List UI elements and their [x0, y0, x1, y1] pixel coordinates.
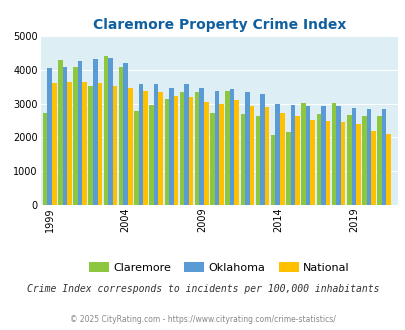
Bar: [219, 104, 223, 205]
Bar: [134, 111, 139, 205]
Bar: [88, 86, 93, 205]
Bar: [158, 92, 162, 205]
Bar: [143, 91, 147, 205]
Bar: [194, 92, 199, 205]
Bar: [331, 103, 335, 205]
Bar: [370, 131, 375, 205]
Bar: [58, 59, 62, 205]
Bar: [103, 56, 108, 205]
Bar: [73, 67, 78, 205]
Bar: [139, 84, 143, 205]
Bar: [325, 121, 329, 205]
Bar: [123, 63, 128, 205]
Bar: [249, 106, 254, 205]
Bar: [240, 114, 245, 205]
Bar: [168, 88, 173, 205]
Bar: [381, 109, 386, 205]
Bar: [199, 88, 204, 205]
Bar: [340, 122, 345, 205]
Bar: [245, 92, 249, 205]
Bar: [310, 120, 314, 205]
Text: Crime Index corresponds to incidents per 100,000 inhabitants: Crime Index corresponds to incidents per…: [27, 284, 378, 294]
Bar: [286, 132, 290, 205]
Bar: [234, 100, 239, 205]
Bar: [316, 115, 320, 205]
Bar: [264, 107, 269, 205]
Bar: [173, 96, 178, 205]
Bar: [255, 116, 260, 205]
Bar: [128, 88, 132, 205]
Bar: [275, 104, 279, 205]
Bar: [43, 113, 47, 205]
Bar: [225, 91, 229, 205]
Bar: [214, 91, 219, 205]
Bar: [108, 58, 113, 205]
Bar: [82, 82, 87, 205]
Bar: [260, 93, 264, 205]
Bar: [305, 106, 310, 205]
Bar: [179, 92, 184, 205]
Bar: [210, 113, 214, 205]
Bar: [355, 124, 360, 205]
Bar: [204, 102, 208, 205]
Bar: [52, 83, 56, 205]
Bar: [149, 105, 153, 205]
Bar: [47, 68, 52, 205]
Bar: [188, 97, 193, 205]
Bar: [346, 115, 351, 205]
Bar: [184, 84, 188, 205]
Bar: [119, 67, 123, 205]
Bar: [351, 108, 355, 205]
Bar: [366, 109, 370, 205]
Bar: [113, 86, 117, 205]
Bar: [376, 116, 381, 205]
Bar: [335, 106, 340, 205]
Bar: [78, 61, 82, 205]
Bar: [67, 82, 72, 205]
Bar: [270, 135, 275, 205]
Bar: [301, 103, 305, 205]
Bar: [361, 116, 366, 205]
Bar: [229, 89, 234, 205]
Bar: [93, 59, 97, 205]
Legend: Claremore, Oklahoma, National: Claremore, Oklahoma, National: [84, 257, 354, 277]
Bar: [153, 84, 158, 205]
Bar: [294, 116, 299, 205]
Bar: [62, 67, 67, 205]
Bar: [320, 106, 325, 205]
Title: Claremore Property Crime Index: Claremore Property Crime Index: [92, 18, 345, 32]
Bar: [164, 99, 168, 205]
Bar: [290, 105, 294, 205]
Bar: [97, 83, 102, 205]
Bar: [279, 113, 284, 205]
Text: © 2025 CityRating.com - https://www.cityrating.com/crime-statistics/: © 2025 CityRating.com - https://www.city…: [70, 315, 335, 324]
Bar: [386, 134, 390, 205]
